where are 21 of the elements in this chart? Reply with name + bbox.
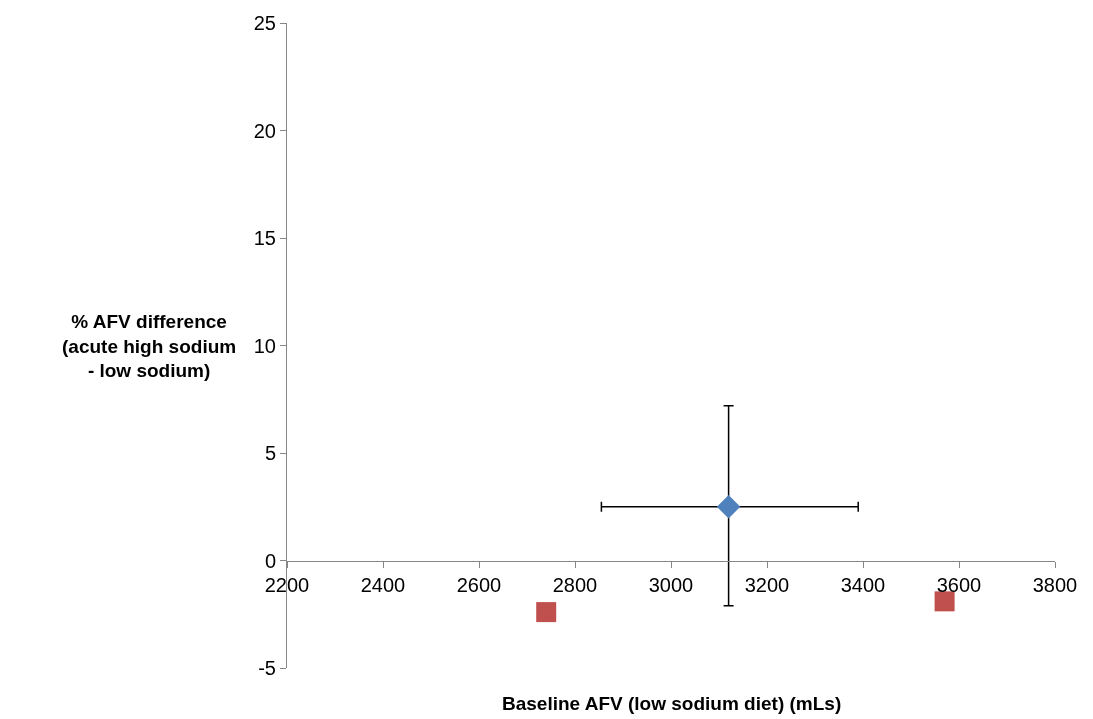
x-tick-label: 2600 bbox=[456, 573, 502, 596]
y-tick-label: 25 bbox=[253, 12, 276, 34]
x-tick-label: 3200 bbox=[744, 573, 790, 596]
y-tick-label: 10 bbox=[253, 334, 276, 357]
y-tick-label: 5 bbox=[264, 442, 276, 464]
x-axis-title: Baseline AFV (low sodium diet) (mLs) bbox=[502, 693, 842, 714]
point bbox=[934, 591, 955, 612]
x-tick-label: 3400 bbox=[840, 573, 886, 596]
x-tick-label: 3000 bbox=[648, 573, 694, 596]
y-tick-label: 20 bbox=[253, 119, 276, 142]
y-axis-title: % AFV difference (acute high sodium - low sodium) bbox=[62, 311, 237, 382]
point bbox=[716, 495, 741, 519]
x-tick-label: 3600 bbox=[936, 573, 982, 596]
y-tick-label: -5 bbox=[258, 657, 276, 679]
x-tick-label: 2800 bbox=[552, 573, 598, 596]
x-tick-label: 3800 bbox=[1032, 573, 1078, 596]
x-tick-label: 2400 bbox=[360, 573, 406, 596]
y-tick-label: 15 bbox=[253, 227, 276, 249]
y-tick-label: 0 bbox=[264, 549, 276, 572]
point bbox=[536, 602, 557, 623]
x-tick-label: 2200 bbox=[264, 573, 310, 596]
